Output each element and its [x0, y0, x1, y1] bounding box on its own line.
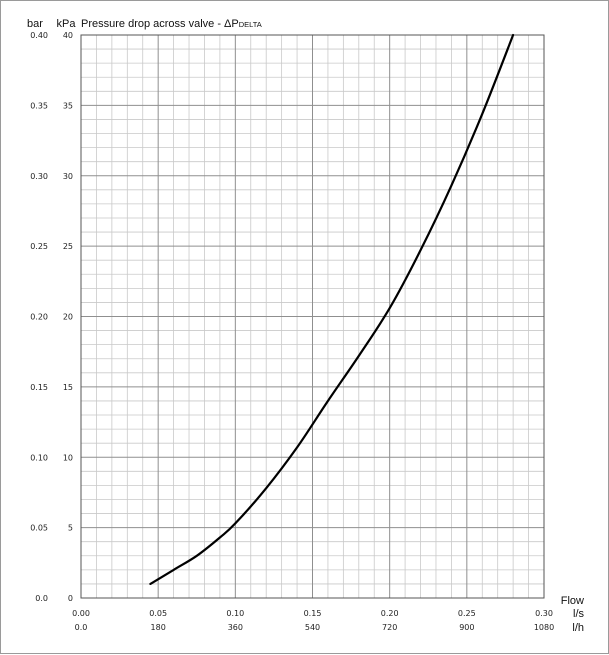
y-tick-label-bar: 0.35 [30, 101, 48, 110]
y-tick-label-bar: 0.10 [30, 453, 48, 462]
y-tick-label-bar: 0.30 [30, 172, 48, 181]
x-tick-label-ls: 0.30 [535, 609, 553, 618]
plot-border [80, 34, 545, 599]
x-tick-label-lh: 360 [228, 623, 243, 632]
x-tick-label-lh: 900 [459, 623, 474, 632]
y-tick-label-kpa: 35 [63, 101, 73, 110]
y-unit-kpa: kPa [57, 18, 77, 30]
x-unit-ls: l/s [573, 608, 585, 620]
y-tick-label-kpa: 15 [63, 383, 73, 392]
x-tick-label-ls: 0.15 [304, 609, 322, 618]
y-tick-label-kpa: 0 [68, 594, 73, 603]
y-tick-label-bar: 0.20 [30, 313, 48, 322]
x-axis-label: Flow [561, 595, 584, 607]
y-tick-label-kpa: 40 [63, 31, 73, 40]
x-tick-label-lh: 720 [382, 623, 397, 632]
series-line-pressure-drop [149, 33, 515, 585]
y-tick-label-kpa: 10 [63, 453, 73, 462]
x-tick-label-lh: 1080 [534, 623, 554, 632]
x-tick-label-ls: 0.25 [458, 609, 476, 618]
y-tick-label-bar: 0.25 [30, 242, 48, 251]
x-tick-label-lh: 0.0 [75, 623, 88, 632]
chart-title: Pressure drop across valve - ΔPDELTA [81, 18, 262, 30]
x-tick-label-ls: 0.20 [381, 609, 399, 618]
y-tick-label-bar: 0.40 [30, 31, 48, 40]
y-tick-label-bar: 0.15 [30, 383, 48, 392]
y-tick-label-kpa: 25 [63, 242, 73, 251]
y-tick-label-kpa: 20 [63, 313, 73, 322]
y-tick-label-kpa: 5 [68, 524, 73, 533]
x-tick-label-lh: 180 [151, 623, 166, 632]
x-tick-label-ls: 0.00 [72, 609, 90, 618]
x-unit-lh: l/h [572, 622, 584, 634]
y-tick-label-bar: 0.0 [35, 594, 48, 603]
x-tick-label-lh: 540 [305, 623, 320, 632]
y-tick-label-kpa: 30 [63, 172, 73, 181]
x-tick-label-ls: 0.05 [149, 609, 167, 618]
x-tick-label-ls: 0.10 [226, 609, 244, 618]
y-tick-label-bar: 0.05 [30, 524, 48, 533]
y-unit-bar: bar [27, 18, 43, 30]
